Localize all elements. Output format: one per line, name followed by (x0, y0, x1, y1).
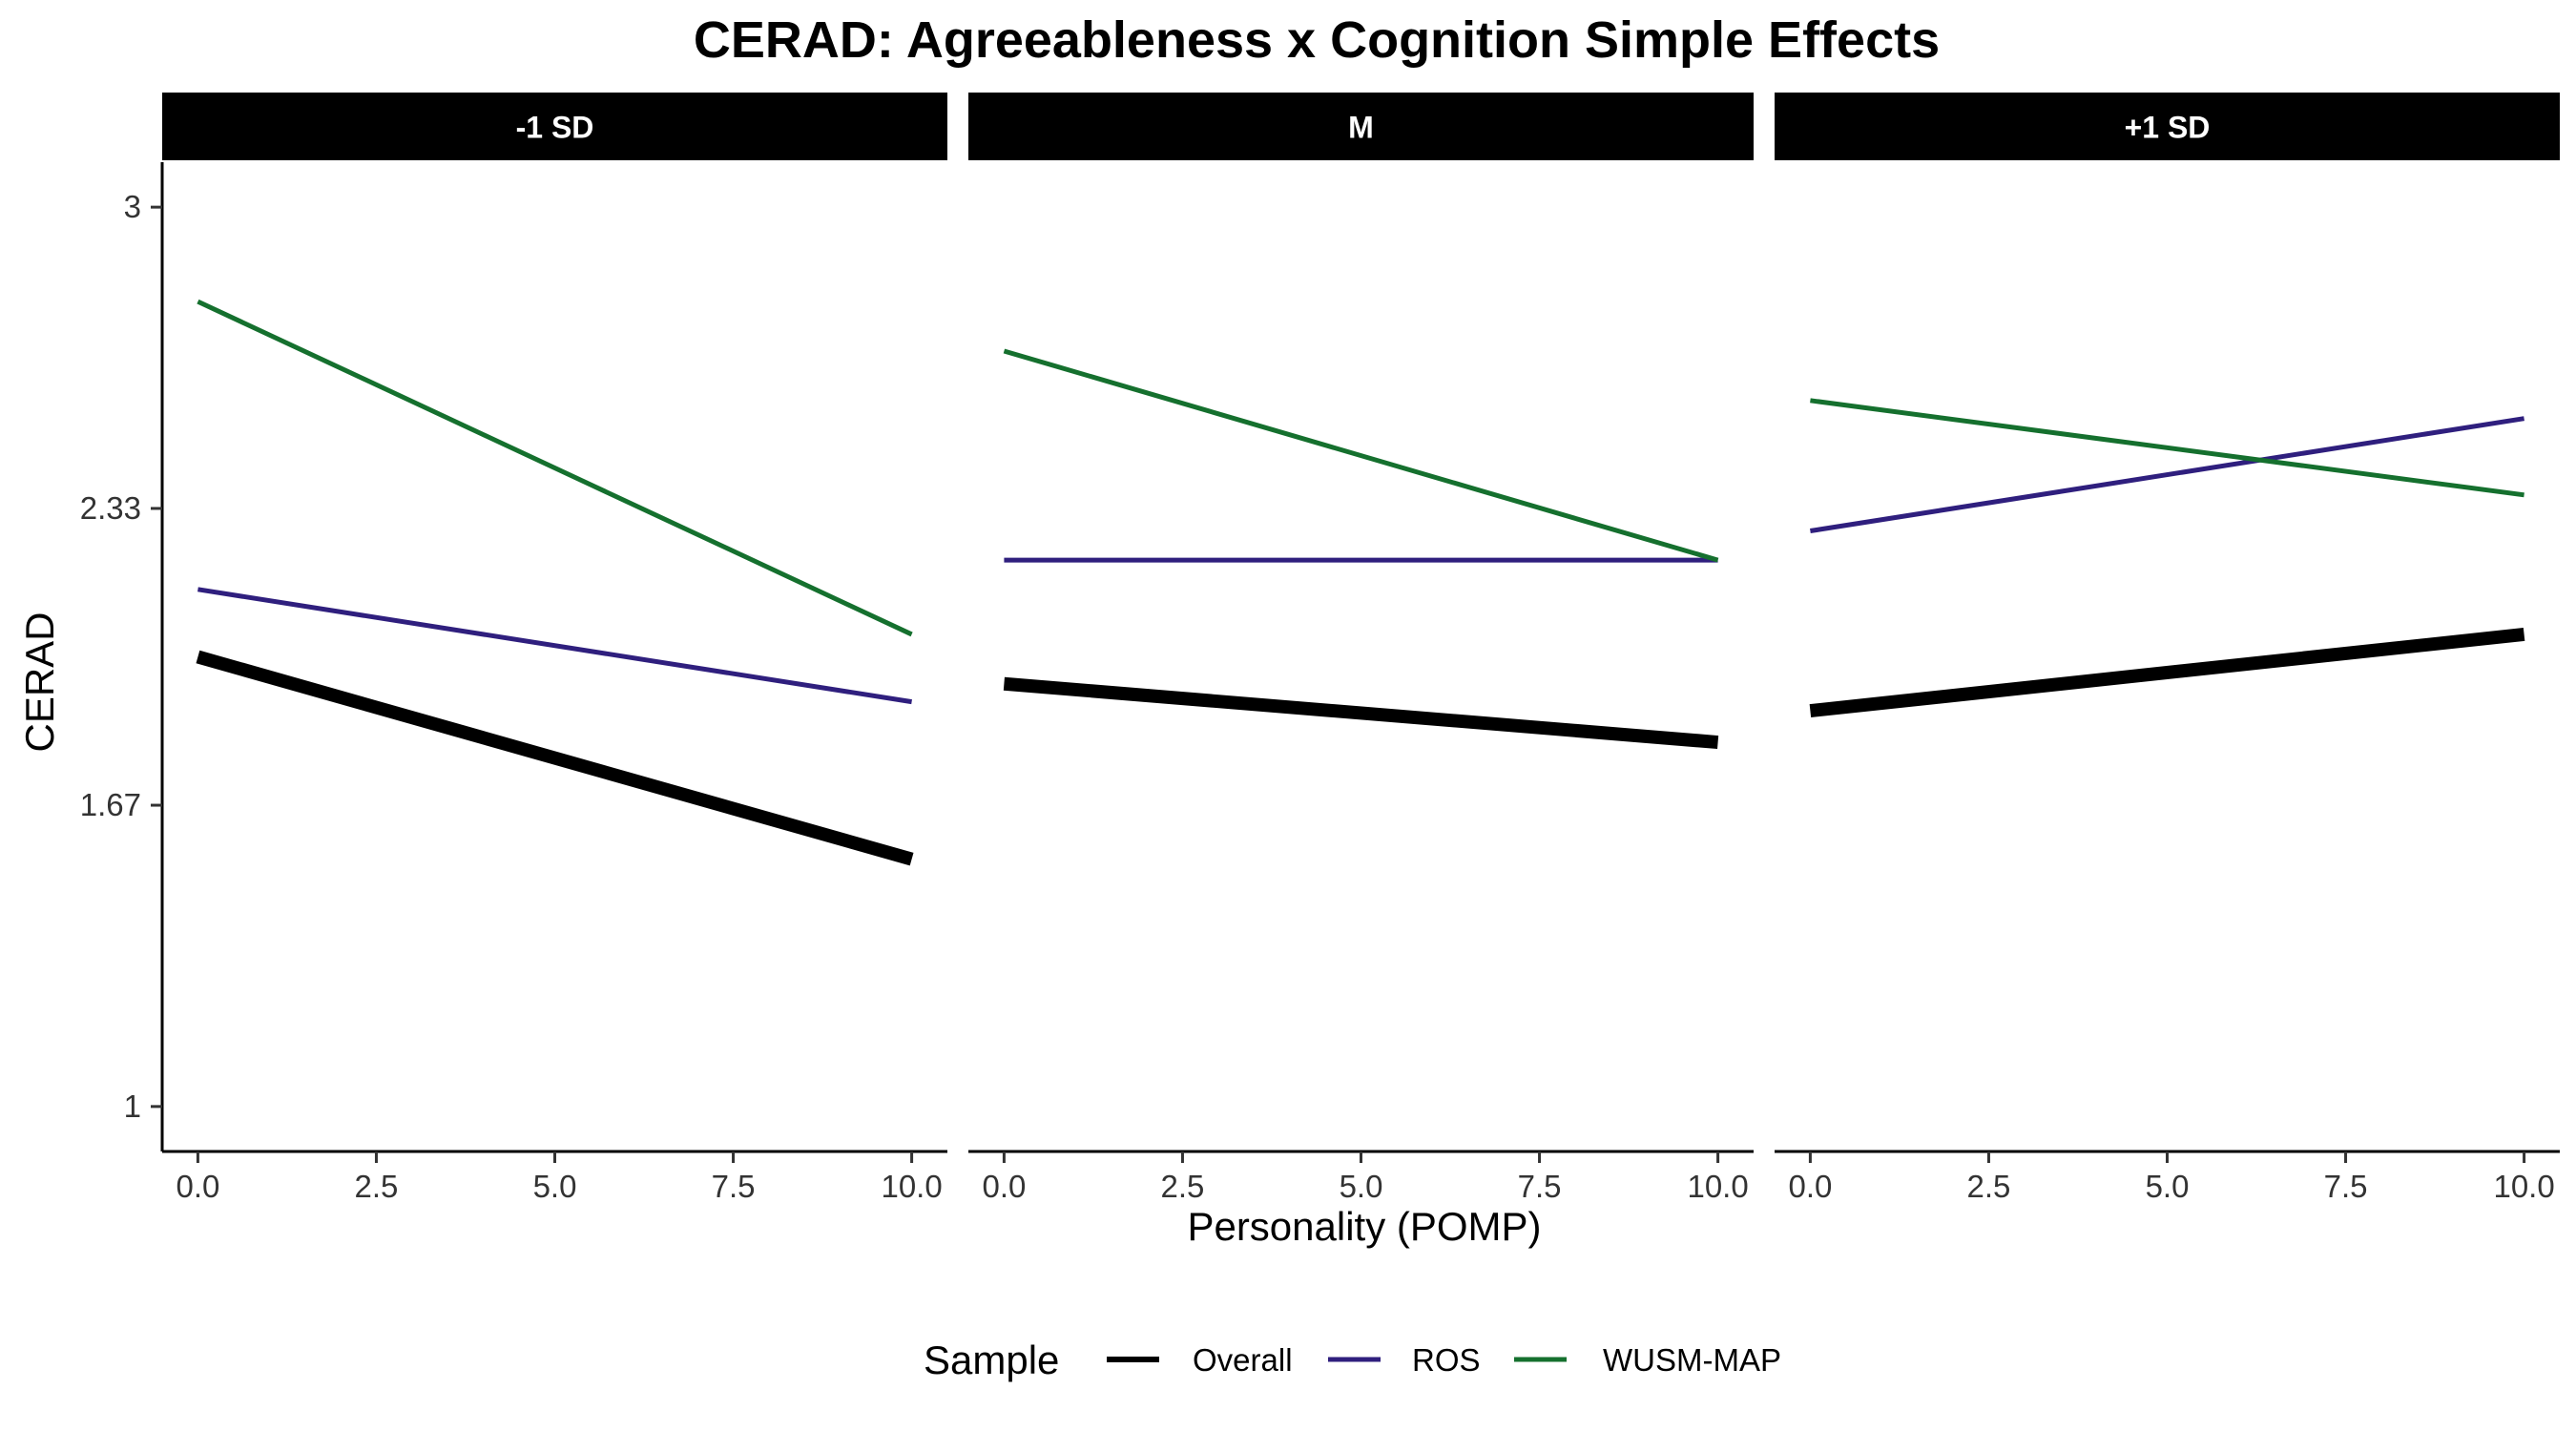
series-line-ros (1810, 416, 2524, 533)
series-line-wusm-map (1003, 348, 1719, 563)
x-tick-label: 7.5 (1518, 1169, 1562, 1204)
y-axis-title: CERAD (17, 612, 62, 752)
legend-title: Sample (924, 1338, 1059, 1382)
x-tick-label: 5.0 (533, 1169, 577, 1204)
x-tick-label: 2.5 (1161, 1169, 1205, 1204)
series-line-overall (1809, 627, 2525, 718)
x-tick-label: 10.0 (881, 1169, 942, 1204)
y-tick-label: 1 (124, 1089, 141, 1124)
facet-strip (1775, 93, 2560, 160)
x-tick-label: 7.5 (712, 1169, 756, 1204)
panel-2: M 0.0 2.5 5.0 7.5 10.0 (968, 93, 1754, 1204)
x-tick-label: 2.5 (1967, 1169, 2011, 1204)
legend-label-wusm-map: WUSM-MAP (1603, 1342, 1781, 1378)
x-tick-label: 7.5 (2324, 1169, 2368, 1204)
x-tick-label: 5.0 (2146, 1169, 2190, 1204)
x-tick-label: 0.0 (176, 1169, 219, 1204)
x-tick-label: 2.5 (355, 1169, 399, 1204)
y-tick-label: 1.67 (80, 787, 141, 822)
legend-label-overall: Overall (1193, 1342, 1293, 1378)
y-tick-label: 2.33 (80, 490, 141, 526)
legend: Sample Overall ROS WUSM-MAP (924, 1338, 1781, 1382)
series-line-wusm-map (197, 299, 913, 637)
series-line-ros (197, 587, 912, 705)
facet-strip (162, 93, 947, 160)
chart-title: CERAD: Agreeableness x Cognition Simple … (694, 11, 1940, 69)
panel-3: +1 SD 0.0 2.5 5.0 7.5 10.0 (1775, 93, 2560, 1204)
x-tick-label: 0.0 (1788, 1169, 1832, 1204)
facet-strip-label: M (1348, 111, 1374, 145)
x-axis-title: Personality (POMP) (1187, 1204, 1541, 1249)
series-line-overall (1003, 676, 1719, 750)
facet-strip (968, 93, 1754, 160)
y-tick-label: 3 (124, 189, 141, 224)
panel-1: -1 SD 0.0 2.5 5.0 7.5 10.0 1 1.67 2.33 3 (80, 93, 947, 1204)
facet-panels: -1 SD 0.0 2.5 5.0 7.5 10.0 1 1.67 2.33 3 M 0.0 2.5 5.… (80, 93, 2560, 1204)
facet-strip-label: -1 SD (516, 111, 594, 145)
x-tick-label: 5.0 (1340, 1169, 1383, 1204)
facet-strip-label: +1 SD (2125, 111, 2211, 145)
x-tick-label: 10.0 (1687, 1169, 1748, 1204)
series-line-wusm-map (1810, 398, 2524, 498)
x-tick-label: 10.0 (2493, 1169, 2554, 1204)
series-line-overall (196, 650, 914, 866)
legend-label-ros: ROS (1412, 1342, 1481, 1378)
x-tick-label: 0.0 (982, 1169, 1026, 1204)
